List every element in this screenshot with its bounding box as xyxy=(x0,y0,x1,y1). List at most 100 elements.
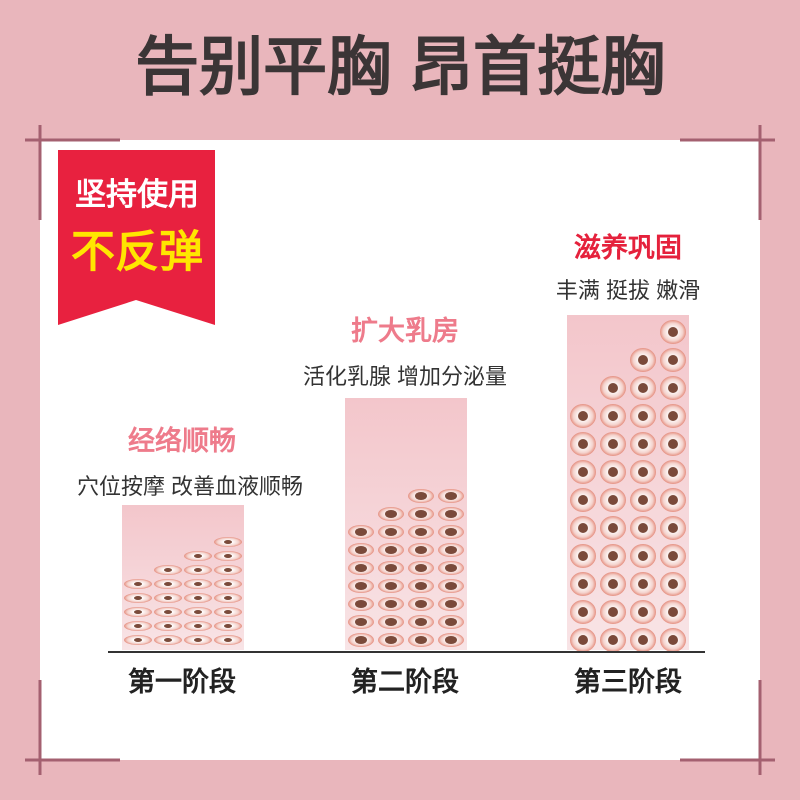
cell-nucleus xyxy=(194,638,202,642)
cell-nucleus xyxy=(415,546,427,554)
cell-nucleus xyxy=(224,568,232,572)
cell-nucleus xyxy=(638,635,648,645)
cell-nucleus xyxy=(415,492,427,500)
cell-nucleus xyxy=(224,596,232,600)
cell-nucleus xyxy=(415,636,427,644)
cell-nucleus xyxy=(578,551,588,561)
cell-nucleus xyxy=(608,467,618,477)
badge-line2: 不反弹 xyxy=(71,228,203,277)
cell-nucleus xyxy=(445,636,457,644)
cell-nucleus xyxy=(638,551,648,561)
cell-nucleus xyxy=(668,523,678,533)
title: 告别平胸 昂首挺胸 xyxy=(135,31,665,103)
cell-nucleus xyxy=(385,636,397,644)
cell-nucleus xyxy=(224,554,232,558)
cell-nucleus xyxy=(164,582,172,586)
cell-nucleus xyxy=(578,635,588,645)
cell-nucleus xyxy=(638,523,648,533)
cell-nucleus xyxy=(134,582,142,586)
cell-nucleus xyxy=(608,551,618,561)
stage-subtitle: 丰满 挺拔 嫩滑 xyxy=(556,278,700,303)
cell-nucleus xyxy=(638,411,648,421)
badge-line1: 坚持使用 xyxy=(75,177,199,212)
stage-label: 第二阶段 xyxy=(351,666,459,697)
cell-nucleus xyxy=(608,635,618,645)
cell-nucleus xyxy=(608,579,618,589)
cell-nucleus xyxy=(415,618,427,626)
cell-nucleus xyxy=(608,383,618,393)
cell-nucleus xyxy=(134,596,142,600)
cell-nucleus xyxy=(355,564,367,572)
cell-nucleus xyxy=(385,510,397,518)
cell-nucleus xyxy=(385,618,397,626)
cell-nucleus xyxy=(608,607,618,617)
cell-nucleus xyxy=(638,467,648,477)
stage-label: 第一阶段 xyxy=(128,666,236,697)
cell-nucleus xyxy=(355,600,367,608)
cell-nucleus xyxy=(194,624,202,628)
cell-nucleus xyxy=(355,528,367,536)
cell-nucleus xyxy=(355,582,367,590)
cell-nucleus xyxy=(385,528,397,536)
cell-nucleus xyxy=(194,610,202,614)
cell-nucleus xyxy=(578,607,588,617)
cell-nucleus xyxy=(415,600,427,608)
cell-nucleus xyxy=(415,582,427,590)
cell-nucleus xyxy=(445,492,457,500)
cell-nucleus xyxy=(164,568,172,572)
stage-subtitle: 活化乳腺 增加分泌量 xyxy=(303,364,507,389)
stage-title: 滋养巩固 xyxy=(574,232,682,263)
stage-label: 第三阶段 xyxy=(574,666,682,697)
stage-title: 经络顺畅 xyxy=(128,425,236,456)
cell-nucleus xyxy=(415,510,427,518)
cell-nucleus xyxy=(668,383,678,393)
cell-nucleus xyxy=(578,579,588,589)
cell-nucleus xyxy=(445,528,457,536)
cell-nucleus xyxy=(134,624,142,628)
cell-nucleus xyxy=(134,638,142,642)
cell-nucleus xyxy=(578,411,588,421)
cell-nucleus xyxy=(578,439,588,449)
cell-nucleus xyxy=(224,610,232,614)
cell-nucleus xyxy=(638,579,648,589)
cell-nucleus xyxy=(385,582,397,590)
cell-nucleus xyxy=(668,411,678,421)
cell-nucleus xyxy=(415,564,427,572)
cell-nucleus xyxy=(668,635,678,645)
cell-nucleus xyxy=(668,551,678,561)
cell-nucleus xyxy=(355,618,367,626)
cell-nucleus xyxy=(608,523,618,533)
cell-nucleus xyxy=(385,564,397,572)
stage-title: 扩大乳房 xyxy=(351,316,459,346)
cell-nucleus xyxy=(668,355,678,365)
stage-subtitle: 穴位按摩 改善血液顺畅 xyxy=(77,474,303,499)
cell-nucleus xyxy=(194,582,202,586)
cell-nucleus xyxy=(578,467,588,477)
cell-nucleus xyxy=(638,495,648,505)
cell-nucleus xyxy=(134,610,142,614)
cell-nucleus xyxy=(164,610,172,614)
cell-nucleus xyxy=(194,554,202,558)
cell-nucleus xyxy=(164,596,172,600)
cell-nucleus xyxy=(445,600,457,608)
cell-nucleus xyxy=(638,607,648,617)
cell-nucleus xyxy=(668,495,678,505)
cell-nucleus xyxy=(668,579,678,589)
cell-nucleus xyxy=(385,600,397,608)
cell-nucleus xyxy=(608,495,618,505)
cell-nucleus xyxy=(224,624,232,628)
cell-nucleus xyxy=(668,467,678,477)
cell-nucleus xyxy=(638,355,648,365)
cell-nucleus xyxy=(355,636,367,644)
cell-nucleus xyxy=(668,327,678,337)
cell-nucleus xyxy=(445,546,457,554)
cell-nucleus xyxy=(445,582,457,590)
cell-nucleus xyxy=(445,564,457,572)
cell-nucleus xyxy=(638,383,648,393)
badge xyxy=(58,150,215,325)
cell-nucleus xyxy=(224,638,232,642)
cell-nucleus xyxy=(578,495,588,505)
cell-nucleus xyxy=(194,596,202,600)
cell-nucleus xyxy=(578,523,588,533)
